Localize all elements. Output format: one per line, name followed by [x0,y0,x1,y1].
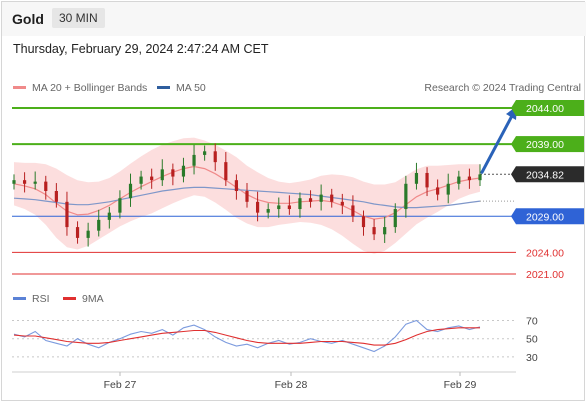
candle-body [54,191,58,202]
rsi-tick-70: 70 [526,316,538,328]
candle-body [128,183,133,199]
x-tick-label: Feb 29 [444,379,477,391]
level-tag-pointer [511,100,516,116]
candle-body [224,162,228,181]
rsi-legend: RSI 9MA [13,293,104,305]
candle-body [181,165,186,177]
candle-body [467,176,472,181]
candle-body [287,205,291,210]
candle-body [75,227,80,238]
candle-body [298,198,302,210]
level-tag-text: 2044.00 [526,103,564,115]
candle-body [330,194,334,202]
legend-9ma-label: 9MA [82,293,104,305]
candle-body [457,176,461,184]
candle-body [266,209,270,213]
candle-body [234,180,239,191]
candle-body [22,180,27,184]
legend-rsi-swatch [13,297,26,300]
candle-body [351,205,355,217]
candle-body [446,183,450,195]
level-tag-text: 2029.00 [526,211,564,223]
rsi-tick-30: 30 [526,352,538,364]
candle-body [340,201,344,206]
candle-body [160,169,164,181]
candle-body [308,198,313,202]
rsi-series-rsi [13,319,481,353]
x-tick-label: Feb 27 [104,379,137,391]
forecast-arrow-shaft [480,110,516,174]
level-tag-text: 2034.82 [526,169,564,181]
rsi-series-9ma [13,327,480,346]
candle-body [118,198,122,213]
candle-body [192,154,196,166]
candle-body [107,212,111,220]
credit-text: Research © 2024 Trading Central [424,82,581,94]
candle-body [44,181,48,191]
candle-body [245,191,249,202]
level-tag-2039-00: 2039.00 [511,136,584,153]
rsi-plot: 70 50 30 [12,316,538,364]
legend-rsi-label: RSI [32,293,50,305]
candle-body [361,216,366,228]
level-tag-text: 2039.00 [526,139,564,151]
x-tick-label: Feb 28 [275,379,308,391]
level-tag-2044-00: 2044.00 [511,100,584,116]
candle-body [97,219,101,231]
interval-badge[interactable]: 30 MIN [52,8,105,28]
level-tag-pointer [511,166,516,183]
candle-body [33,181,37,184]
legend-9ma-swatch [63,297,76,300]
candle-body [12,180,16,184]
legend-ma50-swatch [157,86,170,89]
candle-body [65,201,69,228]
candle-body [150,176,154,181]
level-label-2024-00: 2024.00 [526,247,564,259]
legend-ma20-swatch [13,86,26,89]
candle-body [86,230,90,238]
candle-body [171,169,175,177]
rsi-tick-50: 50 [526,334,538,346]
legend-ma50-label: MA 50 [176,82,206,94]
legend-ma20-label: MA 20 + Bollinger Bands [32,82,147,94]
candle-body [393,209,397,228]
candle-body [139,176,143,184]
symbol-title: Gold [12,11,44,27]
candle-body [255,201,260,213]
main-plot [12,106,517,275]
timestamp: Thursday, February 29, 2024 2:47:24 AM C… [13,42,269,56]
level-tag-bg [516,100,584,116]
level-label-2021-00: 2021.00 [526,269,564,281]
level-tag-2029-00: 2029.00 [511,208,584,225]
candle-body [478,174,482,181]
level-tag-pointer [511,208,516,225]
level-tag-2034-82: 2034.82 [511,166,584,183]
candle-body [213,151,217,163]
candle-body [277,205,281,210]
candle-body [436,187,440,195]
level-tag-bg [516,166,584,183]
x-axis: Feb 27 Feb 28 Feb 29 [104,372,477,391]
legend: MA 20 + Bollinger Bands MA 50 Research ©… [13,82,581,94]
level-tag-pointer [511,136,516,153]
candle-body [372,227,376,235]
candle-body [414,172,419,184]
level-tag-bg [516,136,584,153]
candle-body [425,172,429,188]
candle-body [383,227,387,235]
price-level-labels: 2044.00 2039.00 2034.82 2029.00 2024.00 2021.… [511,100,584,281]
candle-body [203,151,207,155]
candle-body [404,183,408,210]
candle-body [319,194,323,202]
level-tag-bg [516,208,584,225]
